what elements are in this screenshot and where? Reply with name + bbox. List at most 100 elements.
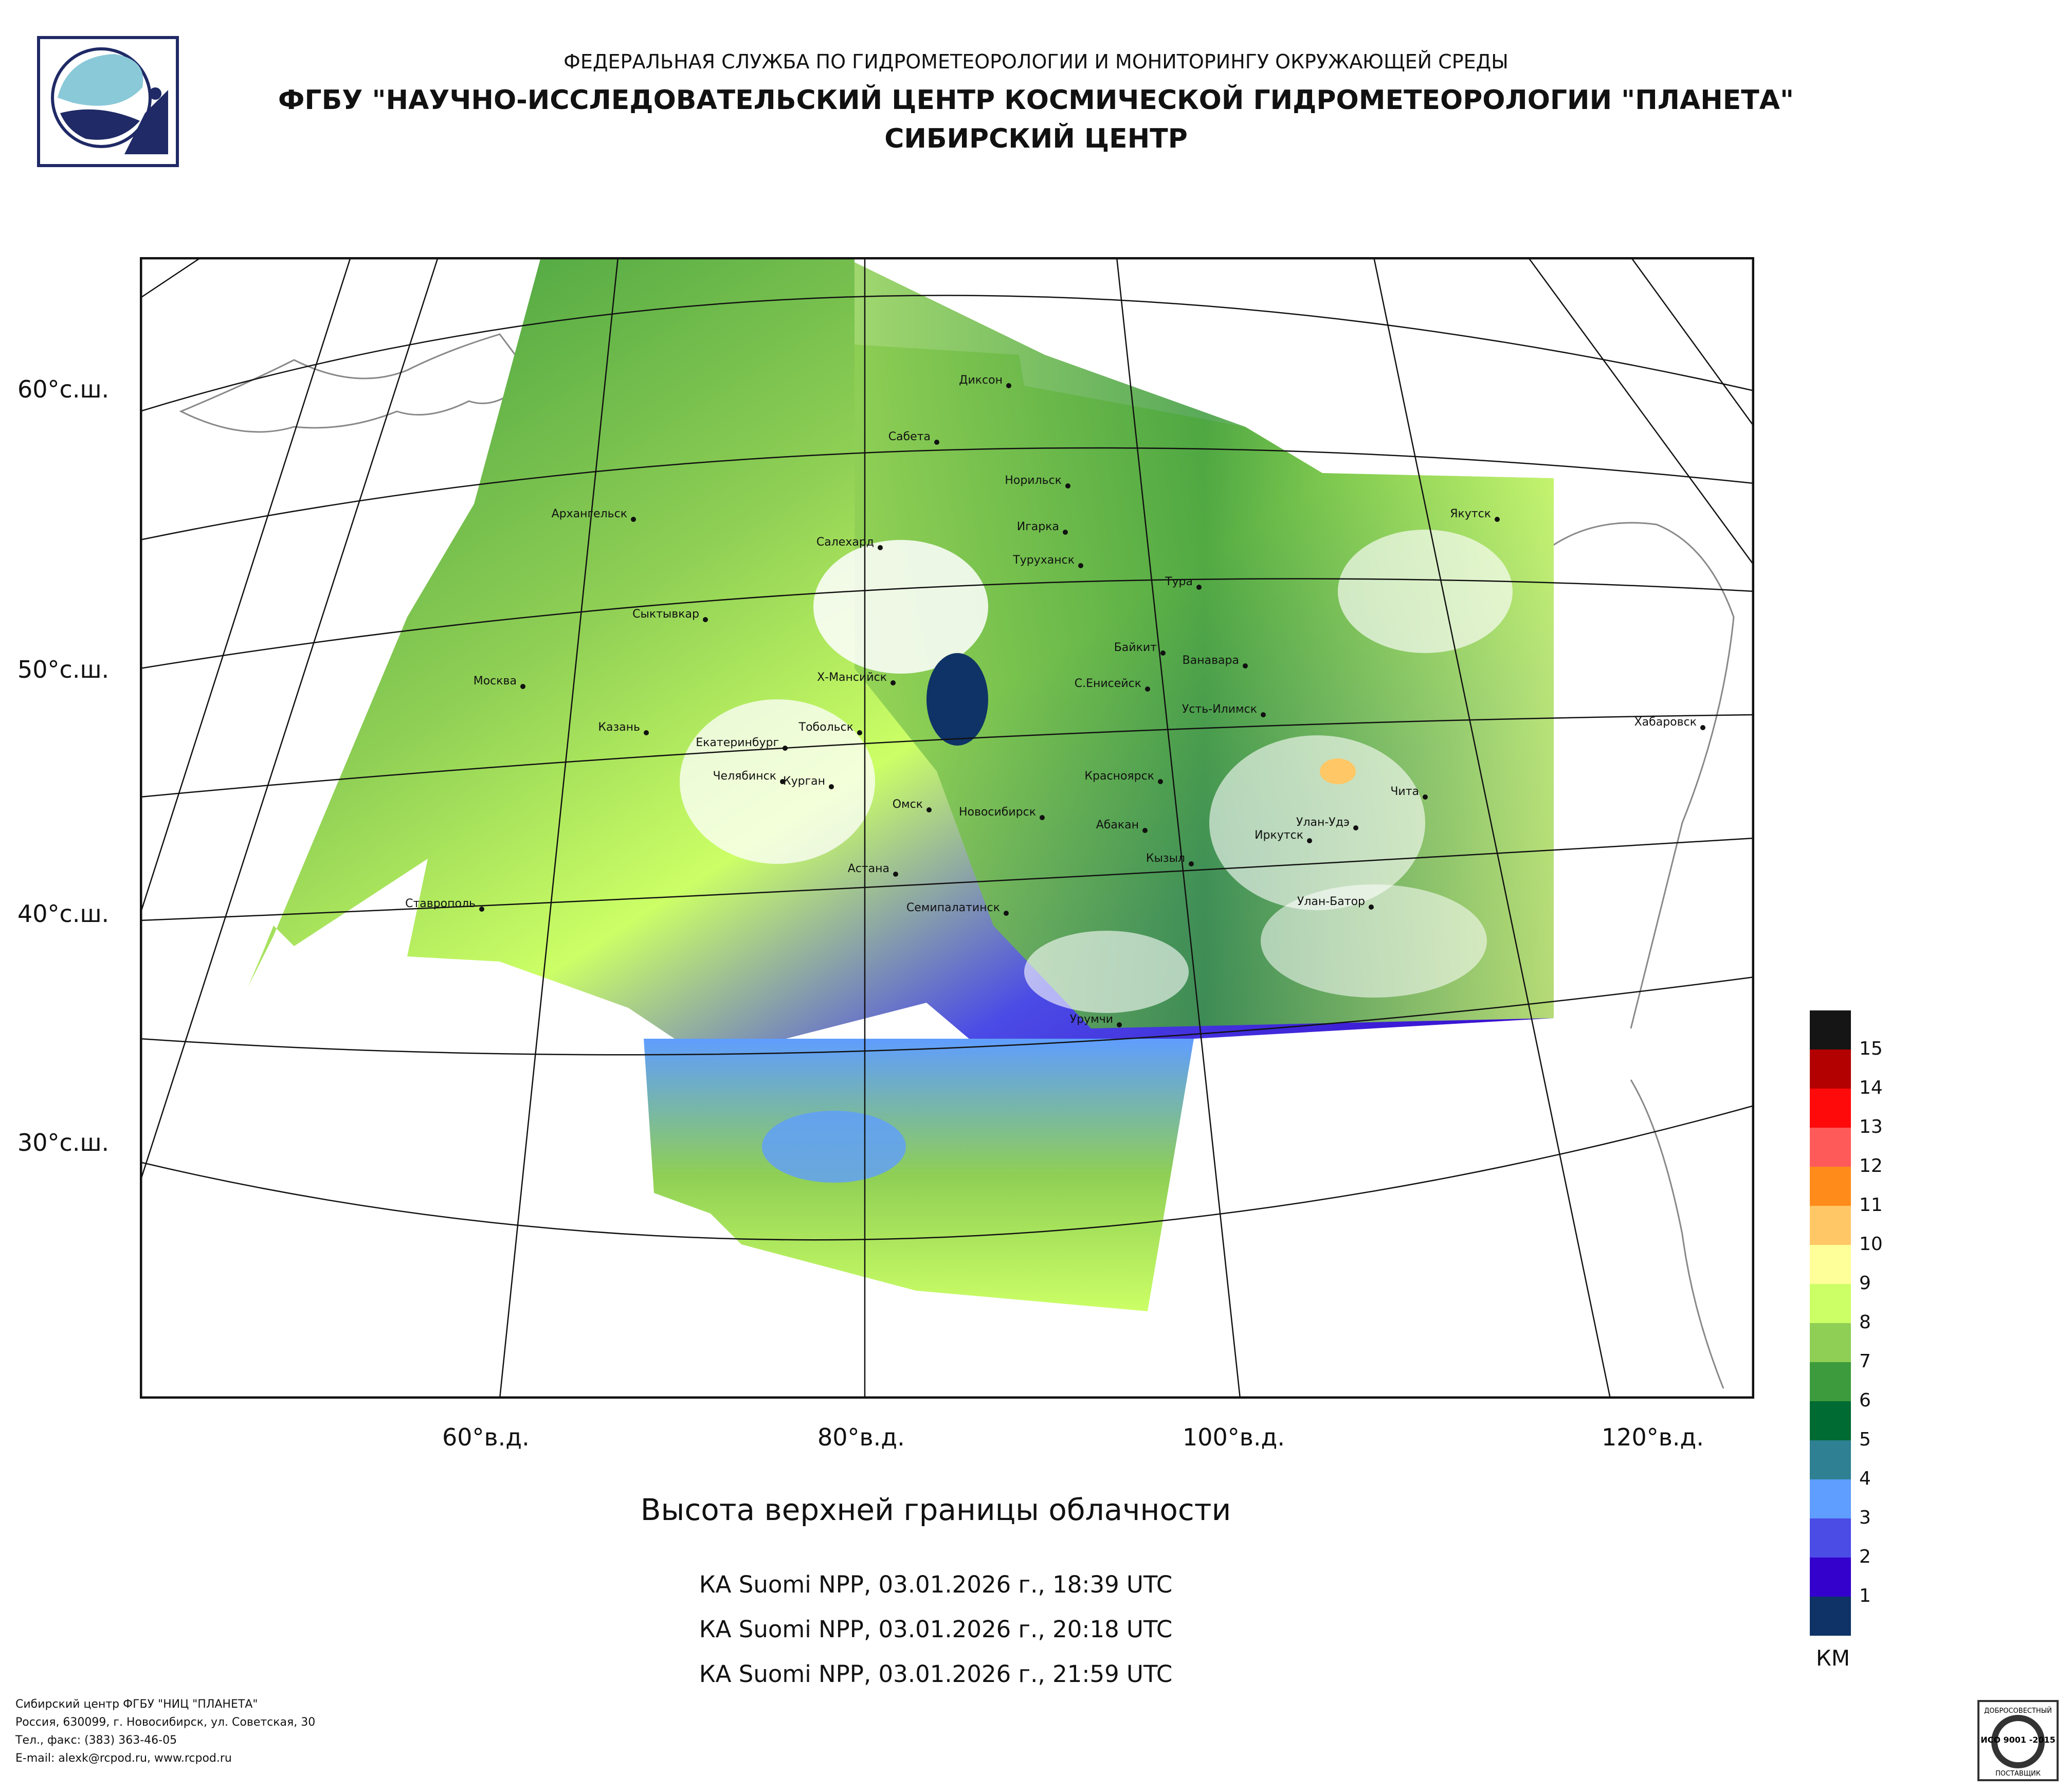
legend-swatch <box>1810 1206 1851 1245</box>
city-label: Омск <box>893 798 923 811</box>
legend-label: 2 <box>1859 1546 1871 1567</box>
legend-label: 10 <box>1859 1234 1883 1255</box>
city-marker <box>780 779 785 784</box>
lon-label-60: 60°в.д. <box>442 1423 530 1451</box>
legend-label: 1 <box>1859 1585 1871 1606</box>
city-marker <box>1145 686 1150 692</box>
lon-label-100: 100°в.д. <box>1183 1423 1285 1451</box>
city-marker <box>878 545 883 550</box>
city-label: Москва <box>474 675 517 688</box>
height-legend <box>1810 1010 1851 1636</box>
legend-swatch <box>1810 1245 1851 1284</box>
cloud-top-height-map: Диксон Сабета Норильск Архангельск Салехард И… <box>140 257 1754 1399</box>
legend-label: 11 <box>1859 1195 1883 1216</box>
legend-label: 15 <box>1859 1038 1883 1059</box>
city-marker <box>1158 779 1163 784</box>
legend-label: 14 <box>1859 1077 1883 1098</box>
city-marker <box>1196 585 1202 590</box>
city-label: Игарка <box>1017 520 1059 533</box>
city-label: Курган <box>783 775 825 788</box>
city-label: Норильск <box>1005 474 1062 487</box>
city-label: Усть-Илимск <box>1182 703 1257 716</box>
footer-org: Сибирский центр ФГБУ "НИЦ "ПЛАНЕТА" <box>15 1698 258 1711</box>
city-label: Иркутск <box>1255 829 1303 842</box>
city-marker <box>1307 838 1312 843</box>
city-label: Чита <box>1390 785 1419 798</box>
legend-label: 6 <box>1859 1390 1871 1411</box>
city-label: Тура <box>1165 575 1193 588</box>
legend-swatch <box>1810 1128 1851 1167</box>
city-marker <box>1040 815 1045 820</box>
legend-swatch <box>1810 1440 1851 1479</box>
city-marker <box>1078 563 1083 568</box>
city-marker <box>703 617 708 622</box>
city-marker <box>1004 911 1009 916</box>
city-marker <box>1261 712 1266 717</box>
agency-line: ФЕДЕРАЛЬНАЯ СЛУЖБА ПО ГИДРОМЕТЕОРОЛОГИИ … <box>564 50 1508 73</box>
footer-email: E-mail: alexk@rcpod.ru, www.rcpod.ru <box>15 1752 232 1765</box>
legend-swatch <box>1810 1597 1851 1636</box>
lon-label-80: 80°в.д. <box>817 1423 905 1451</box>
city-marker <box>1700 725 1705 730</box>
city-label: Челябинск <box>713 770 776 783</box>
city-marker <box>1423 794 1428 800</box>
city-marker <box>1243 663 1248 668</box>
cert-standard: ИСО 9001 -2015 <box>1980 1735 2056 1745</box>
city-label: Сабета <box>888 430 931 443</box>
legend-swatch <box>1810 1167 1851 1206</box>
city-marker <box>1065 483 1070 489</box>
city-marker <box>1189 861 1194 866</box>
city-label: С.Енисейск <box>1075 677 1141 690</box>
center-line: СИБИРСКИЙ ЦЕНТР <box>884 123 1188 154</box>
legend-swatch <box>1810 1089 1851 1128</box>
legend-swatch <box>1810 1050 1851 1089</box>
legend-label: 5 <box>1859 1429 1871 1450</box>
city-label: Х-Мансийск <box>817 671 887 684</box>
lat-label-40: 40°с.ш. <box>17 900 110 928</box>
legend-label: 9 <box>1859 1273 1871 1294</box>
city-marker <box>479 907 484 912</box>
satellite-pass: КА Suomi NPP, 03.01.2026 г., 21:59 UTC <box>699 1660 1173 1688</box>
city-label: Ставрополь <box>405 897 476 910</box>
city-label: Казань <box>598 721 640 734</box>
iso-certificate-badge: ДОБРОСОВЕСТНЫЙ ИСО 9001 -2015 ПОСТАВЩИК <box>1977 1700 2059 1781</box>
city-marker <box>926 807 932 812</box>
city-label: Байкит <box>1114 641 1157 654</box>
city-marker <box>1369 904 1374 910</box>
city-marker <box>1495 517 1500 522</box>
city-marker <box>890 680 896 685</box>
lat-label-60: 60°с.ш. <box>17 375 110 403</box>
lat-label-50: 50°с.ш. <box>17 656 110 683</box>
city-label: Якутск <box>1450 508 1491 520</box>
city-label: Диксон <box>959 374 1003 387</box>
city-label: Салехард <box>816 536 874 549</box>
planeta-logo <box>37 36 179 167</box>
legend-label: 13 <box>1859 1116 1883 1137</box>
lat-label-30: 30°с.ш. <box>17 1129 110 1156</box>
footer-phone: Тел., факс: (383) 363-46-05 <box>15 1734 177 1747</box>
satellite-pass: КА Suomi NPP, 03.01.2026 г., 20:18 UTC <box>699 1616 1173 1643</box>
legend-swatch <box>1810 1284 1851 1323</box>
city-marker <box>934 440 939 445</box>
city-label: Туруханск <box>1012 554 1075 567</box>
city-marker <box>829 784 834 789</box>
city-label: Тобольск <box>798 721 853 734</box>
city-label: Архангельск <box>552 508 627 520</box>
legend-label: 12 <box>1859 1155 1883 1177</box>
legend-label: 4 <box>1859 1468 1871 1489</box>
city-marker <box>1160 650 1166 656</box>
city-label: Сыктывкар <box>632 608 699 621</box>
legend-swatch <box>1810 1558 1851 1597</box>
legend-label: 8 <box>1859 1312 1871 1333</box>
city-marker <box>783 746 788 751</box>
cert-bottom-text: ПОСТАВЩИК <box>1995 1770 2041 1778</box>
city-marker <box>631 517 636 522</box>
legend-swatch <box>1810 1401 1851 1440</box>
city-label: Кызыл <box>1146 852 1185 865</box>
institute-line: ФГБУ "НАУЧНО-ИССЛЕДОВАТЕЛЬСКИЙ ЦЕНТР КОС… <box>278 85 1794 116</box>
city-label: Екатеринбург <box>696 736 779 749</box>
city-label: Астана <box>848 862 889 875</box>
legend-label: 3 <box>1859 1507 1871 1528</box>
city-marker <box>1006 383 1011 388</box>
city-label: Улан-Батор <box>1297 895 1365 908</box>
